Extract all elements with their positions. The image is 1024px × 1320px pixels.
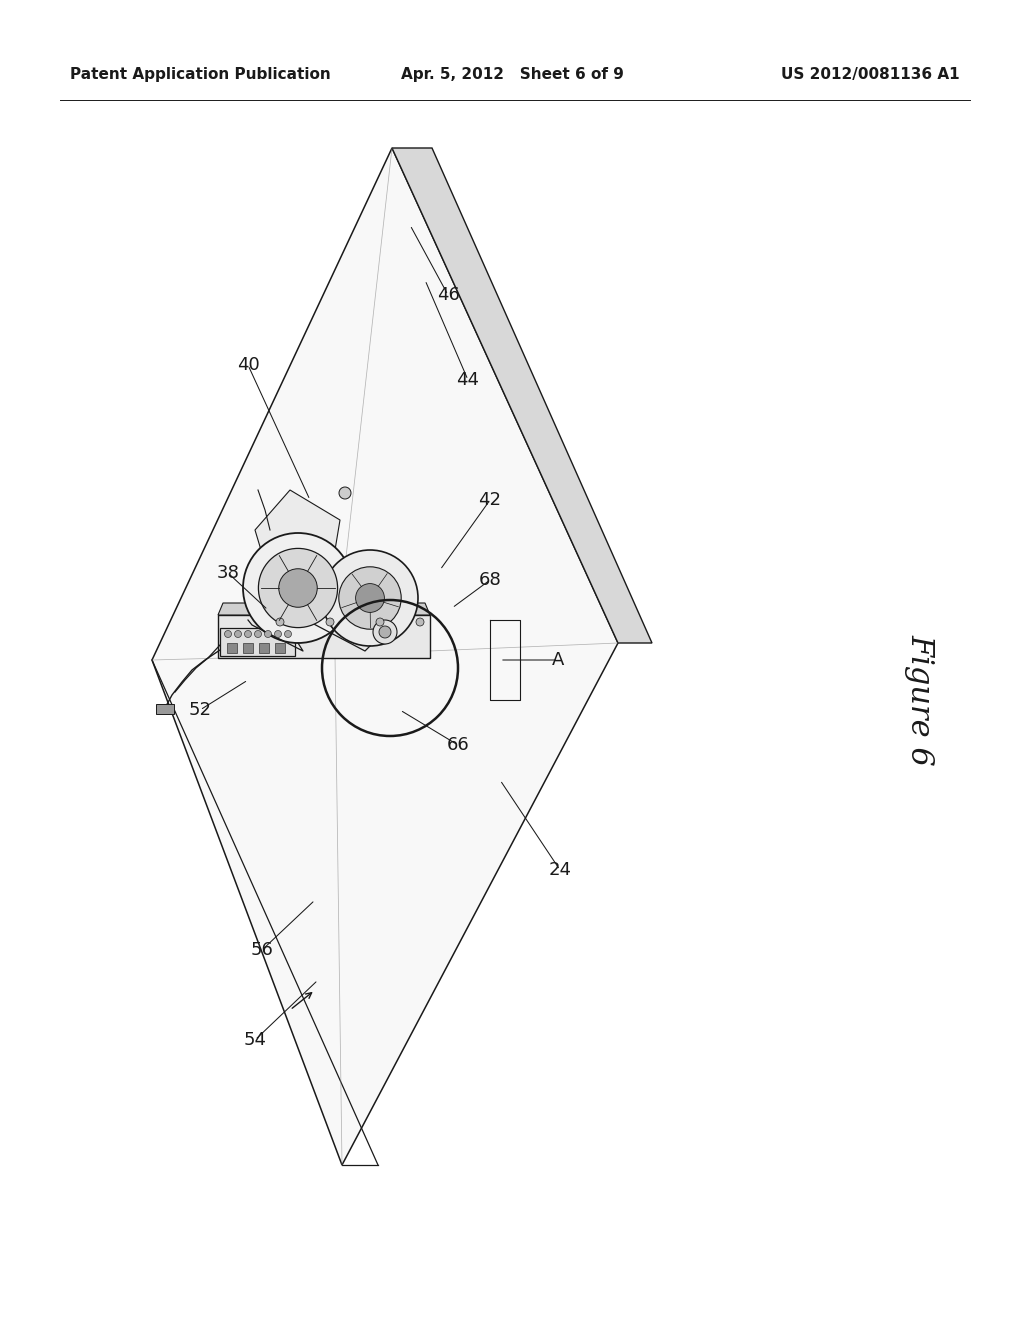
Text: 44: 44 bbox=[457, 371, 479, 389]
Text: 46: 46 bbox=[436, 286, 460, 304]
Polygon shape bbox=[218, 603, 430, 615]
Circle shape bbox=[326, 618, 334, 626]
Circle shape bbox=[234, 631, 242, 638]
Text: Figure 6: Figure 6 bbox=[904, 634, 936, 766]
Text: 68: 68 bbox=[478, 572, 502, 589]
Circle shape bbox=[243, 533, 353, 643]
Text: 56: 56 bbox=[251, 941, 273, 960]
Bar bbox=[220, 628, 295, 656]
Bar bbox=[243, 643, 253, 653]
Circle shape bbox=[279, 569, 317, 607]
Circle shape bbox=[322, 550, 418, 645]
Circle shape bbox=[339, 487, 351, 499]
Text: Patent Application Publication: Patent Application Publication bbox=[70, 67, 331, 82]
Text: 42: 42 bbox=[478, 491, 502, 510]
Bar bbox=[227, 643, 237, 653]
Text: Apr. 5, 2012   Sheet 6 of 9: Apr. 5, 2012 Sheet 6 of 9 bbox=[400, 67, 624, 82]
Text: 24: 24 bbox=[549, 861, 571, 879]
Circle shape bbox=[379, 626, 391, 638]
Text: A: A bbox=[552, 651, 564, 669]
Text: 52: 52 bbox=[188, 701, 212, 719]
Circle shape bbox=[376, 618, 384, 626]
Circle shape bbox=[355, 583, 384, 612]
Bar bbox=[259, 643, 269, 653]
Circle shape bbox=[255, 631, 261, 638]
Polygon shape bbox=[218, 615, 430, 657]
Circle shape bbox=[373, 620, 397, 644]
Circle shape bbox=[258, 548, 338, 627]
Polygon shape bbox=[392, 148, 652, 643]
Polygon shape bbox=[152, 148, 618, 1166]
Text: 38: 38 bbox=[216, 564, 240, 582]
Bar bbox=[275, 643, 285, 653]
Circle shape bbox=[285, 631, 292, 638]
Polygon shape bbox=[255, 490, 340, 579]
Text: US 2012/0081136 A1: US 2012/0081136 A1 bbox=[781, 67, 961, 82]
Circle shape bbox=[339, 566, 401, 630]
Circle shape bbox=[224, 631, 231, 638]
Text: 54: 54 bbox=[244, 1031, 266, 1049]
Bar bbox=[156, 704, 174, 714]
Circle shape bbox=[274, 631, 282, 638]
Text: 40: 40 bbox=[237, 356, 259, 374]
Circle shape bbox=[416, 618, 424, 626]
Circle shape bbox=[264, 631, 271, 638]
Text: 66: 66 bbox=[446, 737, 469, 754]
Circle shape bbox=[276, 618, 284, 626]
Circle shape bbox=[245, 631, 252, 638]
